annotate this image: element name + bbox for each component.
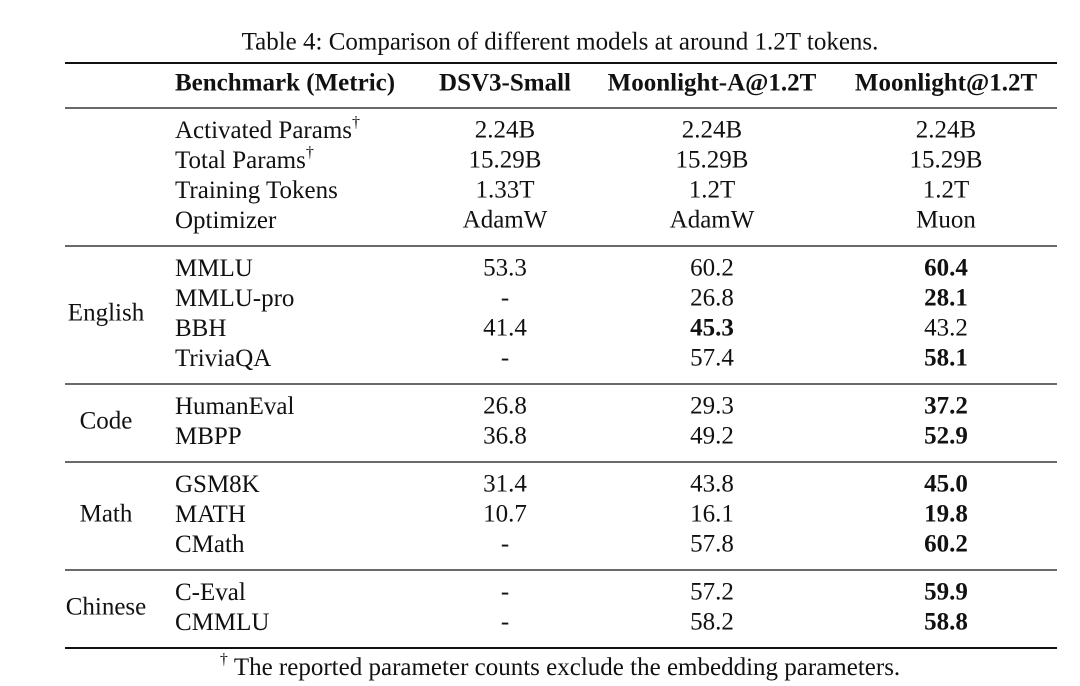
row-label-text: TriviaQA: [175, 345, 271, 372]
table-cell: AdamW: [463, 207, 548, 234]
footnote: † The reported parameter counts exclude t…: [220, 651, 900, 681]
row-label: CMMLU: [175, 609, 269, 636]
table-cell: 15.29B: [676, 147, 749, 174]
row-label: Activated Params†: [175, 114, 360, 144]
table-cell: 53.3: [483, 255, 527, 282]
row-label: HumanEval: [175, 393, 294, 420]
table-cell: AdamW: [670, 207, 755, 234]
table-cell: 10.7: [483, 501, 527, 528]
table-cell: 15.29B: [910, 147, 983, 174]
column-header: DSV3-Small: [439, 70, 571, 97]
row-label-text: CMath: [175, 531, 245, 558]
table-caption: Table 4: Comparison of different models …: [242, 29, 879, 56]
row-label-text: BBH: [175, 315, 226, 342]
table-cell: -: [501, 609, 509, 636]
table-cell: 26.8: [690, 285, 734, 312]
table-cell: -: [501, 345, 509, 372]
row-group-label: English: [68, 300, 145, 327]
row-label: CMath: [175, 531, 245, 558]
row-group-label: Code: [80, 408, 133, 435]
table-cell: 26.8: [483, 393, 527, 420]
table-cell: 29.3: [690, 393, 734, 420]
table-cell: 60.4: [924, 255, 968, 282]
table-cell: 57.8: [690, 531, 734, 558]
table-cell: 36.8: [483, 423, 527, 450]
table-cell: 60.2: [690, 255, 734, 282]
row-label: MBPP: [175, 423, 242, 450]
row-group-label: Math: [80, 501, 133, 528]
row-label-text: HumanEval: [175, 393, 294, 420]
row-label: MMLU: [175, 255, 253, 282]
table-cell: 45.3: [690, 315, 734, 342]
row-label-text: MMLU: [175, 255, 253, 282]
column-header: Benchmark (Metric): [175, 70, 395, 97]
table-cell: 37.2: [924, 393, 968, 420]
row-label: MATH: [175, 501, 246, 528]
table-cell: 1.33T: [475, 177, 534, 204]
table-cell: 49.2: [690, 423, 734, 450]
table-cell: Muon: [916, 207, 976, 234]
table-cell: 60.2: [924, 531, 968, 558]
row-label-text: MATH: [175, 501, 246, 528]
row-label: Optimizer: [175, 207, 277, 234]
table-cell: 59.9: [924, 579, 968, 606]
table-cell: 2.24B: [682, 117, 742, 144]
table-cell: 58.1: [924, 345, 968, 372]
table-cell: 57.2: [690, 579, 734, 606]
row-label: MMLU-pro: [175, 285, 294, 312]
row-label-text: MBPP: [175, 423, 242, 450]
table-cell: 43.2: [924, 315, 968, 342]
table-cell: 52.9: [924, 423, 968, 450]
row-label-text: Optimizer: [175, 207, 277, 234]
table-cell: 2.24B: [916, 117, 976, 144]
row-label: TriviaQA: [175, 345, 271, 372]
table-cell: -: [501, 285, 509, 312]
footnote-text: The reported parameter counts exclude th…: [234, 654, 900, 681]
table-cell: 57.4: [690, 345, 734, 372]
table-cell: 58.8: [924, 609, 968, 636]
table-cell: -: [501, 531, 509, 558]
row-label: C-Eval: [175, 579, 246, 606]
table-cell: 28.1: [924, 285, 968, 312]
table-cell: 45.0: [924, 471, 968, 498]
table-cell: 2.24B: [475, 117, 535, 144]
row-label: Total Params†: [175, 144, 314, 174]
table-cell: 41.4: [483, 315, 527, 342]
row-label-text: Total Params: [175, 147, 306, 174]
footnote-mark: †: [220, 651, 228, 668]
table-cell: 1.2T: [689, 177, 736, 204]
table-cell: -: [501, 579, 509, 606]
row-label: GSM8K: [175, 471, 260, 498]
footnote-mark: †: [306, 144, 314, 161]
row-label-text: Activated Params: [175, 117, 352, 144]
row-label-text: GSM8K: [175, 471, 260, 498]
row-label: Training Tokens: [175, 177, 338, 204]
row-label-text: CMMLU: [175, 609, 269, 636]
row-group-label: Chinese: [66, 594, 147, 621]
table-cell: 43.8: [690, 471, 734, 498]
column-header: Moonlight@1.2T: [855, 70, 1038, 97]
row-label-text: MMLU-pro: [175, 285, 294, 312]
table-cell: 16.1: [690, 501, 734, 528]
footnote-mark: †: [352, 114, 360, 131]
row-label-text: Training Tokens: [175, 177, 338, 204]
table-cell: 15.29B: [469, 147, 542, 174]
row-label-text: C-Eval: [175, 579, 246, 606]
table-cell: 1.2T: [923, 177, 970, 204]
row-label: BBH: [175, 315, 226, 342]
column-header: Moonlight-A@1.2T: [608, 70, 817, 97]
table-cell: 31.4: [483, 471, 527, 498]
table-cell: 58.2: [690, 609, 734, 636]
table-cell: 19.8: [924, 501, 968, 528]
